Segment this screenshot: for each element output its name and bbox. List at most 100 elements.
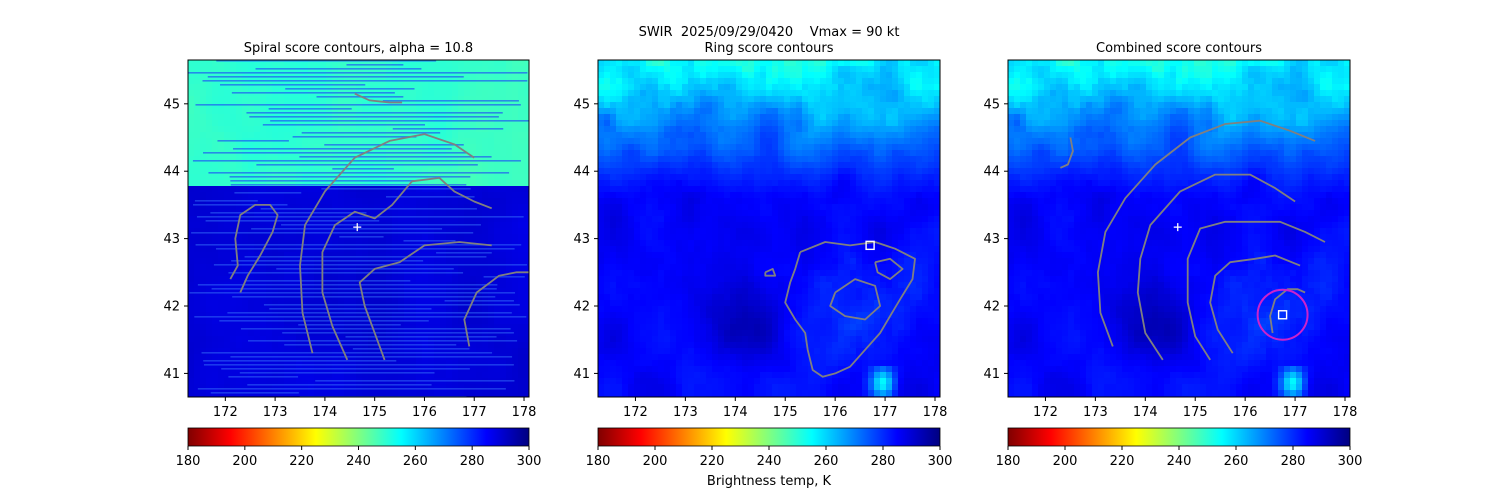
heatmap-cell [778,168,785,175]
heatmap-cell [736,216,743,223]
heatmap-cell [392,300,399,307]
heatmap-cell [850,60,857,67]
heatmap-cell [500,174,507,181]
heatmap-cell [910,198,917,205]
heatmap-cell [604,174,611,181]
heatmap-cell [862,108,869,115]
heatmap-cell [658,138,665,145]
heatmap-cell [194,180,201,187]
heatmap-cell [494,318,501,325]
heatmap-cell [850,222,857,229]
heatmap-cell [470,390,477,397]
heatmap-cell [428,234,435,241]
heatmap-cell [670,102,677,109]
heatmap-cell [524,162,531,169]
heatmap-cell [194,306,201,313]
heatmap-cell [212,366,219,373]
heatmap-cell [254,324,261,331]
heatmap-cell [440,60,447,67]
heatmap-cell [242,108,249,115]
heatmap-cell [622,120,629,127]
heatmap-cell [892,90,899,97]
heatmap-cell [868,72,875,79]
heatmap-cell [518,360,525,367]
heatmap-cell [844,174,851,181]
heatmap-cell [248,240,255,247]
heatmap-cell [422,300,429,307]
heatmap-cell [670,162,677,169]
heatmap-cell [772,84,779,91]
heatmap-cell [748,132,755,139]
heatmap-cell [670,108,677,115]
heatmap-cell [482,60,489,67]
heatmap-cell [452,84,459,91]
heatmap-cell [464,96,471,103]
heatmap-cell [724,174,731,181]
heatmap-cell [670,150,677,157]
heatmap-cell [188,348,195,355]
heatmap-cell [652,114,659,121]
heatmap-cell [440,168,447,175]
heatmap-cell [814,132,821,139]
heatmap-cell [230,336,237,343]
heatmap-cell [640,222,647,229]
heatmap-cell [524,174,531,181]
heatmap-cell [368,300,375,307]
heatmap-cell [464,276,471,283]
heatmap-cell [428,84,435,91]
heatmap-cell [524,342,531,349]
heatmap-cell [700,144,707,151]
heatmap-cell [844,162,851,169]
stripe [206,220,380,222]
heatmap-cell [212,318,219,325]
heatmap-cell [302,198,309,205]
heatmap-cell [314,276,321,283]
heatmap-cell [646,168,653,175]
heatmap-cell [248,162,255,169]
heatmap-cell [850,210,857,217]
heatmap-cell [850,96,857,103]
heatmap-cell [482,144,489,151]
heatmap-cell [242,324,249,331]
heatmap-cell [706,150,713,157]
heatmap-cell [892,132,899,139]
heatmap-cell [524,348,531,355]
heatmap-cell [862,222,869,229]
heatmap-cell [194,108,201,115]
heatmap-cell [916,186,923,193]
heatmap-cell [892,198,899,205]
heatmap-cell [778,198,785,205]
heatmap-cell [290,156,297,163]
heatmap-cell [188,324,195,331]
heatmap-cell [886,60,893,67]
heatmap-cell [640,162,647,169]
heatmap-cell [206,276,213,283]
heatmap-cell [314,390,321,397]
heatmap-cell [476,60,483,67]
heatmap-cell [706,126,713,133]
heatmap-cell [488,90,495,97]
heatmap-cell [844,156,851,163]
heatmap-cell [868,174,875,181]
heatmap-cell [694,198,701,205]
heatmap-cell [688,156,695,163]
heatmap-cell [658,72,665,79]
heatmap-cell [808,150,815,157]
heatmap-cell [760,144,767,151]
heatmap-cell [200,312,207,319]
heatmap-cell [844,180,851,187]
heatmap-cell [700,60,707,67]
heatmap-cell [736,156,743,163]
heatmap-cell [904,78,911,85]
heatmap-cell [772,174,779,181]
heatmap-cell [730,102,737,109]
heatmap-cell [206,138,213,145]
stripe [231,184,467,186]
heatmap-cell [820,174,827,181]
heatmap-cell [844,204,851,211]
heatmap-cell [730,222,737,229]
heatmap-cell [688,222,695,229]
heatmap-cell [790,84,797,91]
heatmap-cell [410,168,417,175]
